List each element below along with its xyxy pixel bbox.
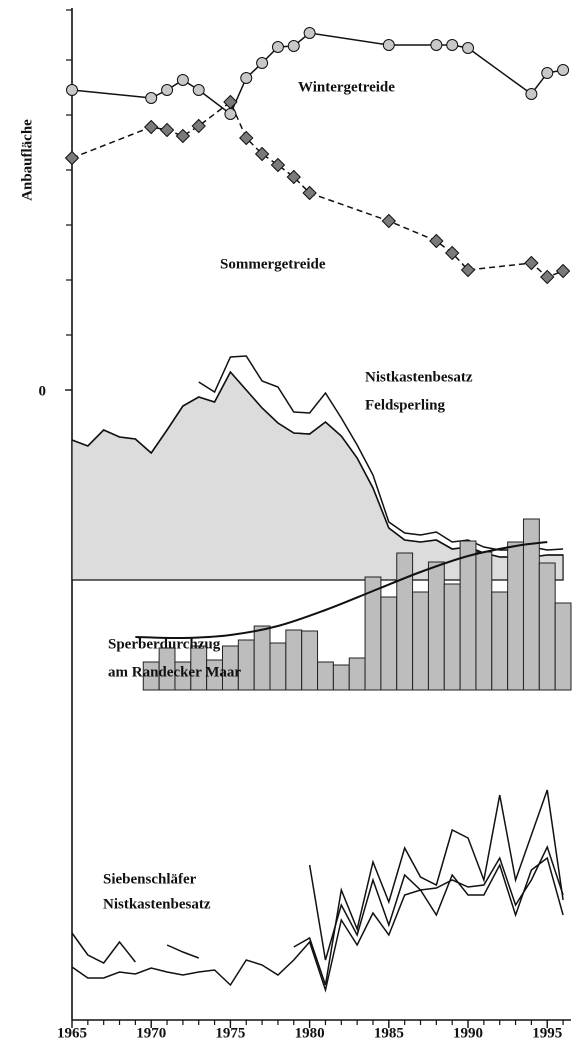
marker <box>462 42 475 54</box>
marker <box>460 262 476 278</box>
marker <box>271 41 284 53</box>
bar <box>348 657 366 691</box>
bar <box>332 664 350 691</box>
annotation: Feldsperling <box>365 397 446 413</box>
annotation: Sommergetreide <box>220 256 326 272</box>
marker <box>524 255 539 271</box>
marker <box>175 128 191 144</box>
annotation: Nistkastenbesatz <box>103 896 211 912</box>
series-line <box>71 856 564 993</box>
bar <box>427 561 445 691</box>
bar <box>396 552 414 691</box>
marker <box>525 88 538 100</box>
annotation: Nistkastenbesatz <box>365 369 473 385</box>
marker <box>540 269 555 285</box>
y-axis-label: Anbaufläche <box>19 119 35 201</box>
x-tick-label: 1970 <box>136 1025 166 1040</box>
marker <box>555 263 571 279</box>
annotation: Sperberdurchzug <box>108 636 221 652</box>
marker <box>239 130 254 146</box>
series-line <box>308 844 564 961</box>
series-line <box>71 932 136 964</box>
marker <box>223 94 238 110</box>
marker <box>256 57 269 69</box>
annotation: Siebenschläfer <box>103 871 197 887</box>
series-line <box>166 944 199 959</box>
marker <box>303 27 316 39</box>
marker <box>64 150 80 166</box>
bar <box>412 591 429 691</box>
bar <box>554 602 572 691</box>
marker <box>66 84 78 96</box>
y-tick-label: 0 <box>39 383 47 399</box>
marker <box>143 119 159 135</box>
x-tick-label: 1995 <box>532 1025 562 1040</box>
series-line <box>293 789 564 986</box>
bar <box>443 583 461 691</box>
bar <box>269 642 287 691</box>
marker <box>446 39 459 51</box>
marker <box>302 185 317 201</box>
annotation: Wintergetreide <box>298 79 395 95</box>
bar <box>538 562 556 691</box>
bar <box>285 629 303 691</box>
annotation: am Randecker Maar <box>108 664 241 680</box>
marker <box>287 40 300 52</box>
marker <box>240 72 253 84</box>
x-tick-label: 1965 <box>57 1025 87 1040</box>
series-line <box>198 355 564 551</box>
marker <box>382 39 395 51</box>
marker <box>145 92 158 104</box>
marker <box>192 84 205 96</box>
bar <box>475 551 493 691</box>
series-line <box>71 32 564 116</box>
marker <box>444 245 460 261</box>
bar <box>459 540 477 691</box>
marker <box>541 67 554 79</box>
marker <box>159 122 175 138</box>
marker <box>191 118 206 134</box>
x-tick-label: 1975 <box>215 1025 245 1040</box>
marker <box>557 64 570 76</box>
marker <box>176 74 189 86</box>
x-tick-label: 1990 <box>453 1025 483 1040</box>
marker <box>286 169 301 185</box>
marker <box>429 233 444 249</box>
marker <box>381 213 397 229</box>
marker <box>254 146 270 162</box>
bar <box>253 625 271 691</box>
bar <box>317 661 334 691</box>
bar <box>507 541 524 691</box>
marker <box>161 84 174 96</box>
marker <box>430 39 443 51</box>
bar <box>301 630 319 691</box>
bar <box>380 596 398 691</box>
marker <box>270 157 286 173</box>
x-tick-label: 1980 <box>295 1025 325 1040</box>
bar <box>491 591 509 691</box>
x-tick-label: 1985 <box>374 1025 404 1040</box>
series-line <box>135 541 548 640</box>
